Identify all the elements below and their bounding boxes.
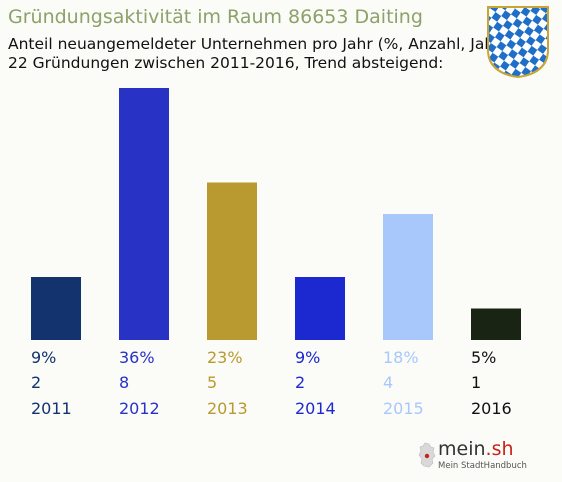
year-label-2016: 2016 (471, 399, 512, 418)
logo-tld-text: .sh (485, 438, 514, 460)
bavarian-lozenge-crest-icon (487, 6, 549, 78)
subtitle-line-2: 22 Gründungen zwischen 2011-2016, Trend … (8, 54, 444, 72)
count-label-2015: 4 (383, 373, 393, 392)
bar-2013 (207, 182, 257, 340)
bar-2016 (471, 308, 521, 340)
germany-map-icon (418, 442, 436, 468)
year-label-2013: 2013 (207, 399, 248, 418)
year-label-2014: 2014 (295, 399, 336, 418)
count-label-2014: 2 (295, 373, 305, 392)
bar-2014 (295, 277, 345, 340)
percent-label-2012: 36% (119, 348, 155, 367)
year-label-2012: 2012 (119, 399, 160, 418)
mein-sh-logo[interactable]: mein.sh (438, 438, 514, 460)
logo-subtitle: Mein StadtHandbuch (438, 461, 527, 471)
percent-label-2015: 18% (383, 348, 419, 367)
bar-2015 (383, 214, 433, 340)
year-label-2015: 2015 (383, 399, 424, 418)
percent-label-2011: 9% (31, 348, 56, 367)
bar-2011 (31, 277, 81, 340)
percent-label-2013: 23% (207, 348, 243, 367)
chart-title: Gründungsaktivität im Raum 86653 Daiting (8, 6, 423, 28)
count-label-2016: 1 (471, 373, 481, 392)
count-label-2011: 2 (31, 373, 41, 392)
percent-label-2016: 5% (471, 348, 496, 367)
year-label-2011: 2011 (31, 399, 72, 418)
chart-subtitle: Anteil neuangemeldeter Unternehmen pro J… (8, 35, 507, 73)
subtitle-line-1: Anteil neuangemeldeter Unternehmen pro J… (8, 35, 507, 53)
percent-label-2014: 9% (295, 348, 320, 367)
logo-main-text: mein (438, 438, 486, 460)
count-label-2013: 5 (207, 373, 217, 392)
count-label-2012: 8 (119, 373, 129, 392)
bar-2012 (119, 88, 169, 340)
